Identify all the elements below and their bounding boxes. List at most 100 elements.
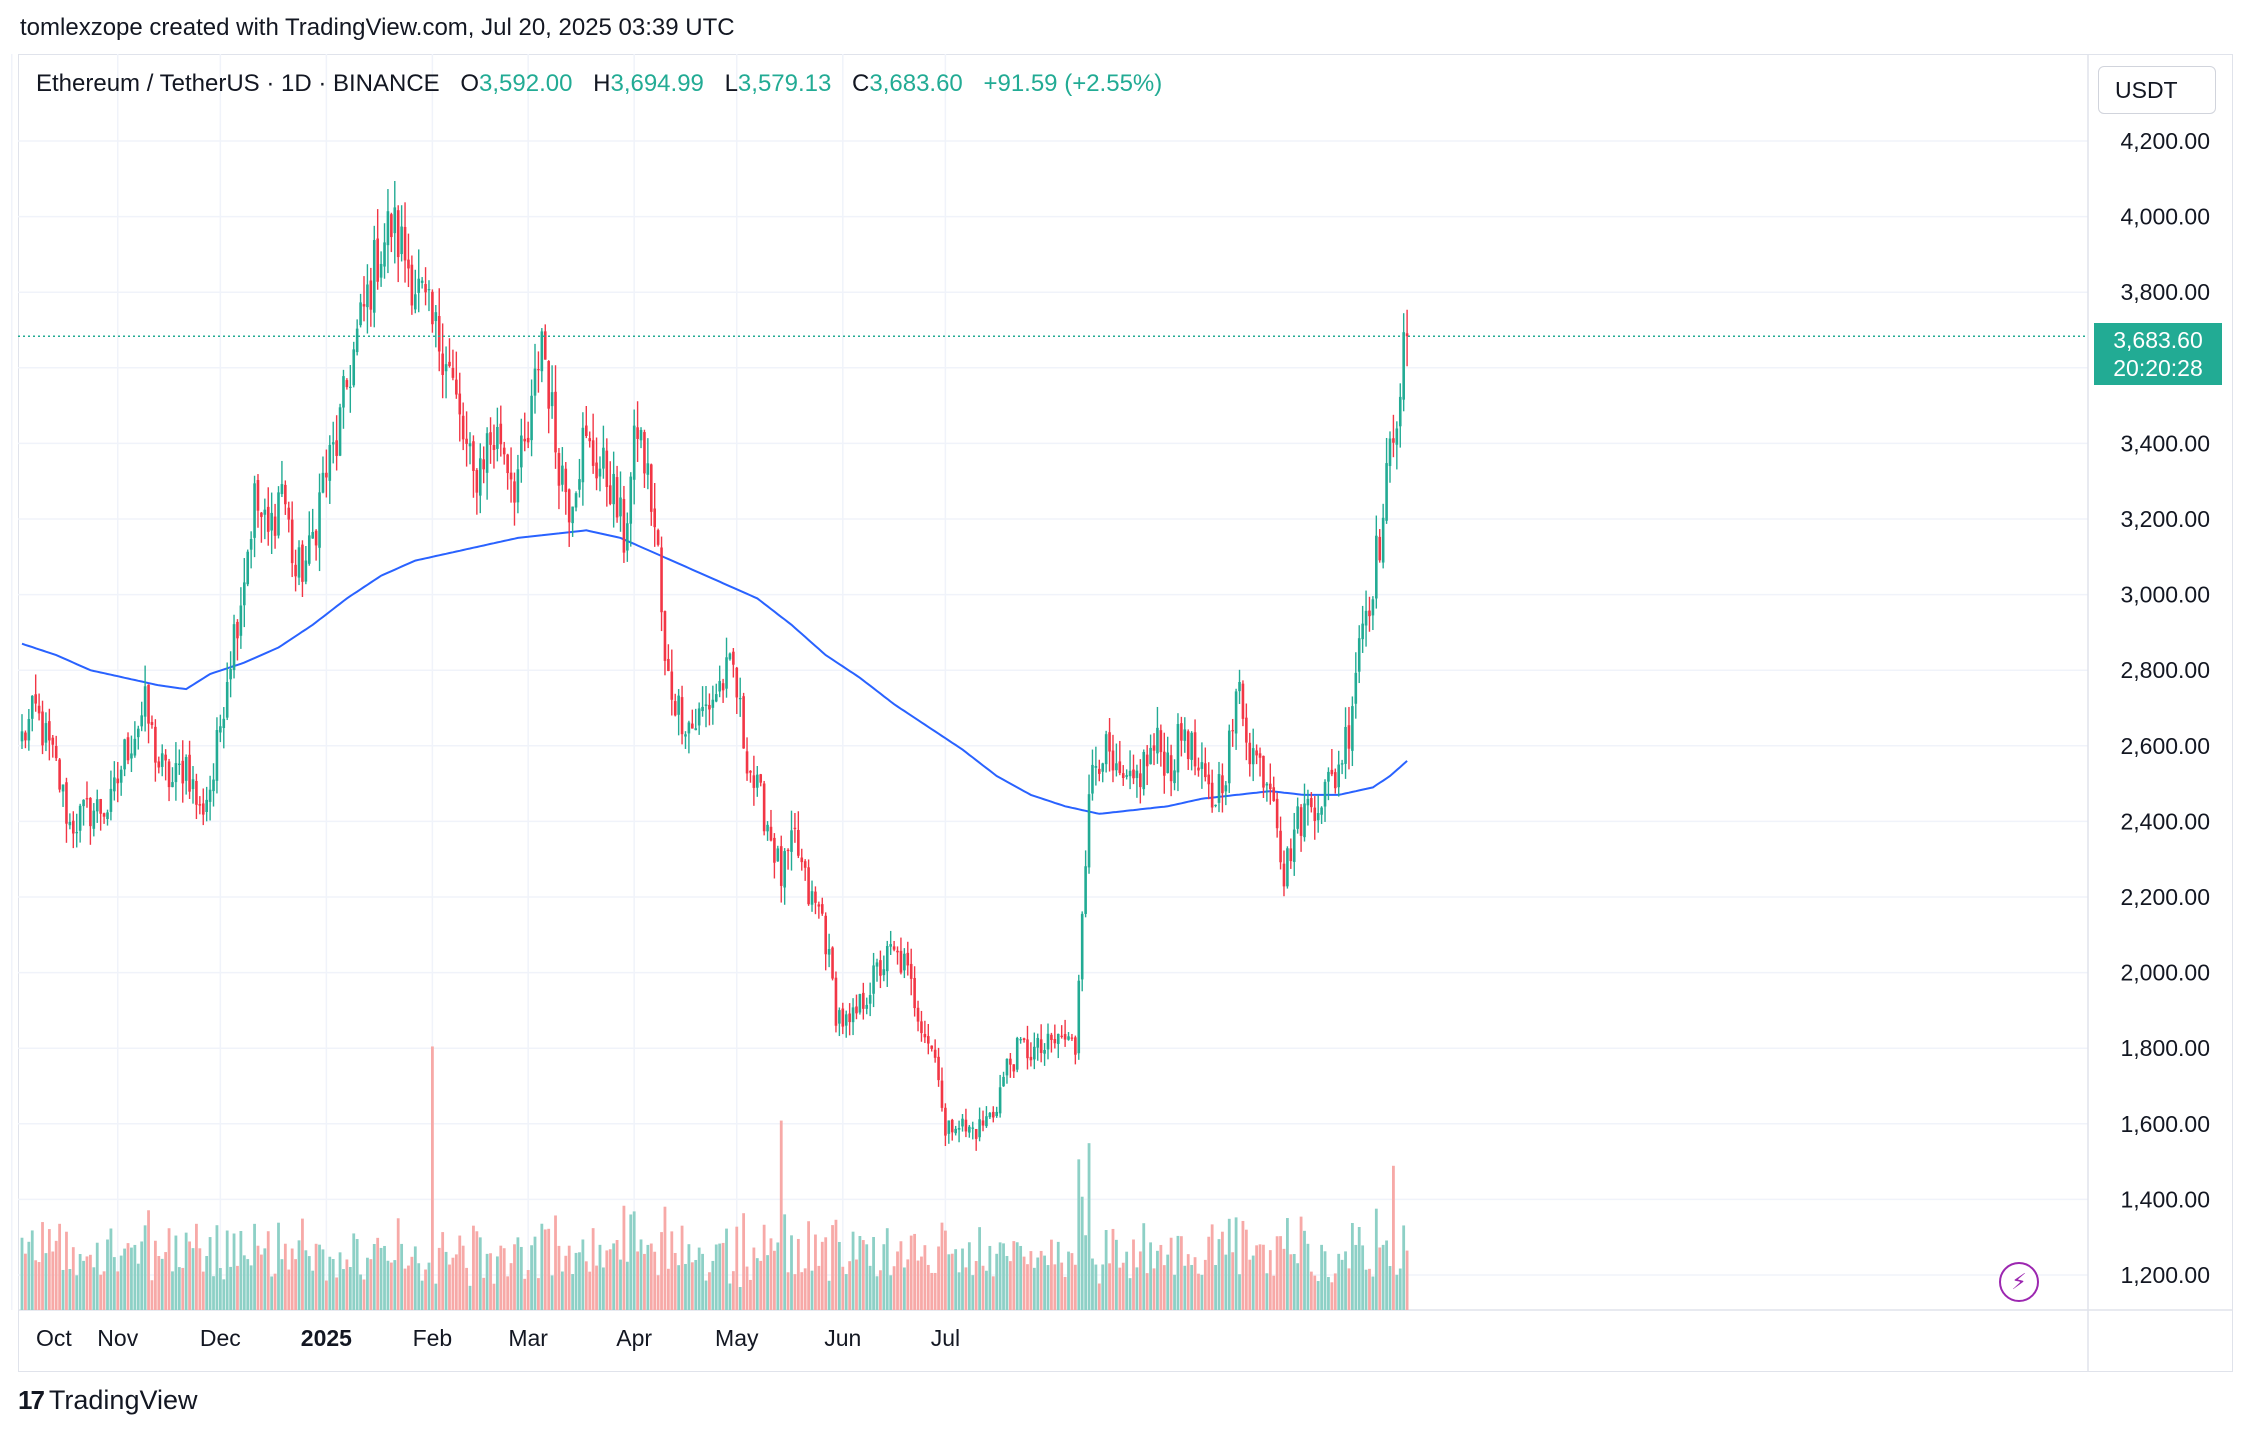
volume-bar [872,1236,875,1310]
candle-body [1204,763,1207,778]
candle [1279,816,1282,870]
candle [776,845,780,862]
currency-selector[interactable]: USDT [2098,66,2216,114]
time-tick-label: Apr [616,1325,652,1351]
volume-bar [988,1245,992,1310]
candle-body [927,1036,930,1044]
candle-body [318,492,321,548]
candle [369,267,373,327]
volume-bar [1108,1263,1111,1310]
candle [318,473,321,572]
candle [249,531,253,569]
candle [41,700,44,755]
volume-bar [205,1256,209,1310]
candle [1210,769,1214,813]
candle-body [820,904,824,914]
candle [831,946,834,981]
candle [328,435,332,504]
candle [749,770,752,783]
candle [540,328,544,383]
candle [506,453,509,490]
volume-bar [516,1237,520,1310]
candle [1019,1036,1022,1044]
candle [301,540,304,597]
candle-body [916,1007,920,1022]
candle-body [359,302,362,326]
close-value: 3,683.60 [869,70,963,97]
candle-body [523,438,527,442]
volume-bar [1015,1242,1019,1310]
candle-body [369,280,373,310]
volume-bar [451,1257,455,1310]
candle [649,463,653,526]
volume-bar [578,1252,581,1310]
symbol-name[interactable]: Ethereum / TetherUS · 1D · BINANCE [36,70,440,97]
volume-bar [229,1266,233,1310]
candle [571,506,574,537]
candle [294,549,297,592]
candle-body [882,969,886,976]
candle-body [814,891,817,903]
candle [54,735,58,761]
volume-bar [1251,1255,1255,1310]
candle [1255,744,1258,765]
candle [879,950,882,989]
candle [704,685,708,728]
candle-body [567,489,571,523]
candle [1313,796,1317,840]
volume-bar [684,1263,687,1310]
volume-bar [759,1260,763,1310]
symbol-legend[interactable]: Ethereum / TetherUS · 1D · BINANCE O3,59… [36,70,1162,98]
volume-bar [112,1257,116,1310]
candle-body [475,470,479,493]
candle [396,205,400,283]
candle [325,449,328,498]
tradingview-logo[interactable]: 17 TradingView [18,1385,198,1416]
candle [834,971,838,1033]
volume-bar [755,1258,759,1310]
candle-body [130,753,133,759]
candle [759,773,763,787]
candle-body [126,737,130,761]
candle [660,536,663,632]
candle [708,693,711,726]
candle [335,415,338,471]
chart-frame[interactable] [18,54,2233,1372]
volume-bar [985,1270,988,1310]
volume-bar [550,1275,554,1310]
candle [1234,688,1238,750]
price-tick-label: 2,000.00 [2120,960,2210,986]
candle-body [1176,724,1180,773]
volume-bar [690,1262,694,1310]
candle-body [803,861,807,868]
candle [1074,1035,1077,1065]
candle-body [752,775,756,788]
candle [615,465,619,523]
candle-body [1142,751,1146,790]
volume-bar [482,1277,486,1310]
candle-body [99,799,102,814]
candle [407,233,410,288]
candle [434,305,438,348]
candle-body [896,950,899,953]
volume-bar [670,1231,674,1310]
volume-bar [75,1275,79,1310]
candle-body [653,508,656,528]
volume-bar [431,1046,434,1310]
candle-body [608,485,612,504]
candle-body [526,437,530,443]
candle-body [342,376,345,408]
candle-body [1296,806,1299,829]
volume-bar [366,1257,369,1310]
candle [1333,768,1337,794]
volume-bar [1056,1241,1060,1310]
volume-bar [359,1274,362,1310]
candle-body [950,1119,954,1133]
lightning-icon[interactable]: ⚡ [1999,1262,2039,1302]
volume-bar [530,1245,533,1310]
candle-body [656,530,660,545]
candle-body [1214,804,1217,807]
candle [236,619,239,661]
candle-body [738,697,742,700]
